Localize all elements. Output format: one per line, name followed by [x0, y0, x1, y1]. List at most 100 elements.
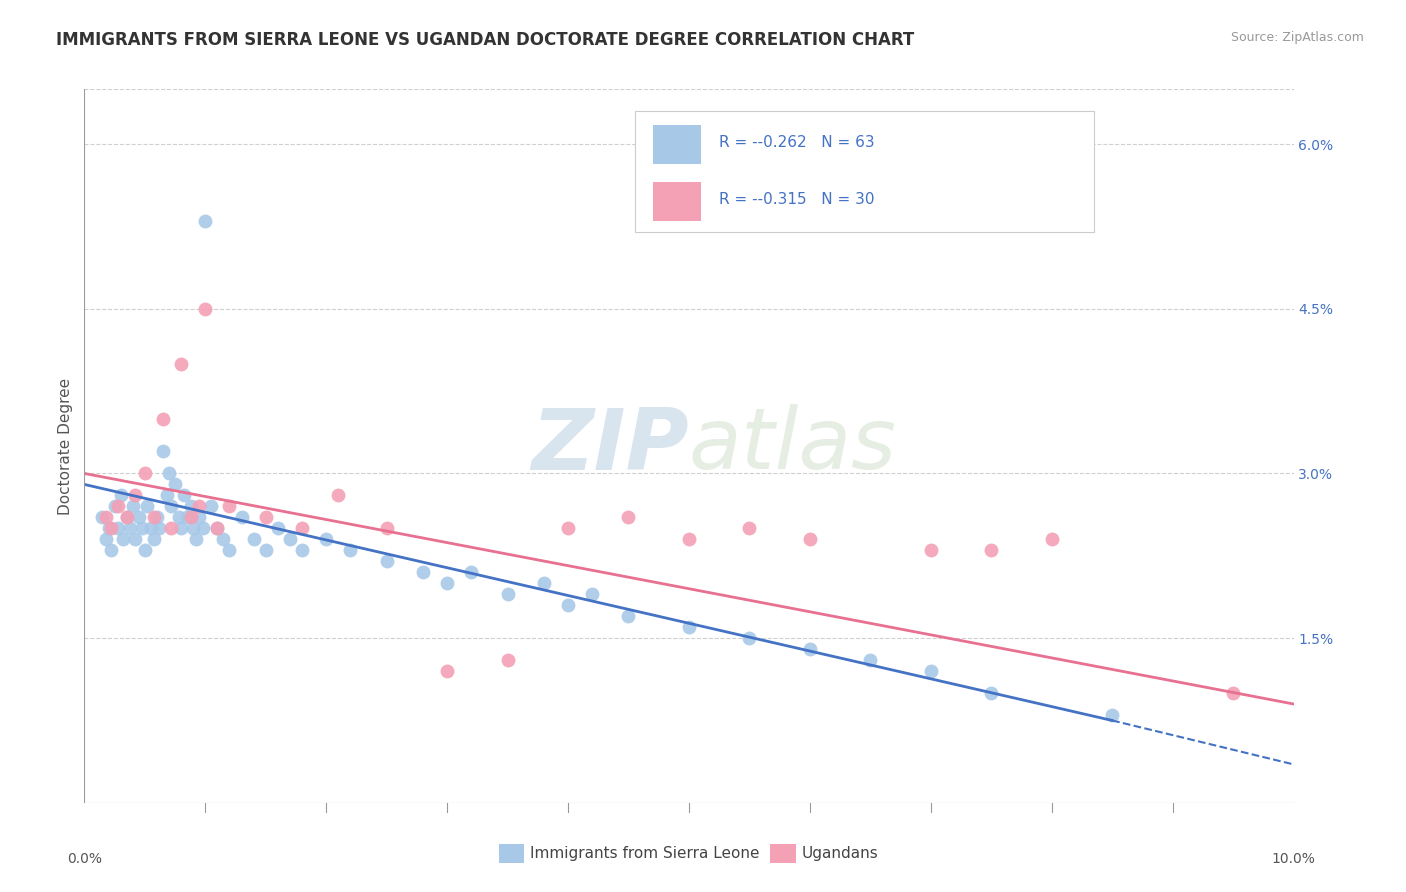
- Point: [146, 510, 169, 524]
- Point: [110, 488, 132, 502]
- Point: [107, 500, 129, 514]
- Point: [200, 500, 222, 514]
- Point: [412, 566, 434, 580]
- Point: [148, 521, 170, 535]
- Point: [176, 510, 198, 524]
- Point: [1040, 533, 1063, 547]
- Point: [180, 510, 202, 524]
- Point: [121, 500, 143, 514]
- Point: [678, 620, 700, 634]
- Y-axis label: Doctorate Degree: Doctorate Degree: [58, 377, 73, 515]
- Point: [94, 510, 117, 524]
- Point: [136, 500, 159, 514]
- Point: [920, 664, 942, 678]
- Point: [496, 587, 519, 601]
- Point: [581, 587, 603, 601]
- Text: 0.0%: 0.0%: [67, 852, 101, 866]
- Point: [375, 554, 398, 568]
- Point: [152, 411, 174, 425]
- Point: [194, 301, 217, 316]
- Text: 10.0%: 10.0%: [1271, 852, 1316, 866]
- Point: [152, 444, 174, 458]
- Point: [128, 510, 150, 524]
- Point: [291, 543, 314, 558]
- Point: [170, 521, 193, 535]
- Point: [231, 510, 253, 524]
- Point: [328, 488, 350, 502]
- Point: [859, 653, 882, 667]
- Text: IMMIGRANTS FROM SIERRA LEONE VS UGANDAN DOCTORATE DEGREE CORRELATION CHART: IMMIGRANTS FROM SIERRA LEONE VS UGANDAN …: [56, 31, 914, 49]
- Point: [738, 631, 761, 645]
- Point: [291, 521, 314, 535]
- Point: [920, 543, 942, 558]
- Point: [242, 533, 264, 547]
- Point: [375, 521, 398, 535]
- Point: [436, 576, 458, 591]
- Point: [139, 521, 162, 535]
- Point: [115, 510, 138, 524]
- Point: [91, 510, 114, 524]
- Point: [165, 477, 187, 491]
- Point: [107, 521, 129, 535]
- Point: [496, 653, 519, 667]
- Point: [980, 543, 1002, 558]
- Point: [267, 521, 290, 535]
- Point: [533, 576, 555, 591]
- Point: [738, 521, 761, 535]
- Bar: [652, 182, 702, 221]
- Text: ZIP: ZIP: [531, 404, 689, 488]
- Point: [617, 510, 640, 524]
- Point: [278, 533, 301, 547]
- Point: [207, 521, 229, 535]
- Point: [557, 598, 579, 612]
- Point: [173, 488, 195, 502]
- Point: [799, 642, 821, 657]
- Text: atlas: atlas: [689, 404, 897, 488]
- Point: [436, 664, 458, 678]
- Point: [799, 533, 821, 547]
- Point: [131, 521, 153, 535]
- Point: [194, 214, 217, 228]
- Bar: [652, 125, 702, 164]
- Point: [212, 533, 235, 547]
- Point: [557, 521, 579, 535]
- Point: [134, 543, 156, 558]
- Text: Source: ZipAtlas.com: Source: ZipAtlas.com: [1230, 31, 1364, 45]
- Text: R = --0.262   N = 63: R = --0.262 N = 63: [720, 136, 875, 150]
- Point: [617, 609, 640, 624]
- Point: [100, 543, 122, 558]
- Point: [100, 521, 122, 535]
- Point: [143, 533, 166, 547]
- Point: [339, 543, 361, 558]
- Point: [112, 533, 135, 547]
- Point: [1101, 708, 1123, 723]
- Point: [460, 566, 482, 580]
- Point: [124, 533, 146, 547]
- Point: [1222, 686, 1244, 700]
- Point: [315, 533, 337, 547]
- Point: [134, 467, 156, 481]
- Point: [218, 500, 240, 514]
- Point: [115, 510, 138, 524]
- Point: [170, 357, 193, 371]
- Point: [218, 543, 240, 558]
- Point: [157, 467, 180, 481]
- Point: [143, 510, 166, 524]
- Point: [155, 488, 177, 502]
- Point: [254, 543, 277, 558]
- Point: [207, 521, 229, 535]
- Point: [191, 521, 214, 535]
- Point: [980, 686, 1002, 700]
- Point: [94, 533, 117, 547]
- Point: [124, 488, 146, 502]
- Point: [160, 500, 183, 514]
- Text: R = --0.315   N = 30: R = --0.315 N = 30: [720, 193, 875, 207]
- FancyBboxPatch shape: [634, 111, 1094, 232]
- Point: [184, 533, 207, 547]
- Text: Immigrants from Sierra Leone: Immigrants from Sierra Leone: [530, 847, 759, 861]
- Point: [180, 500, 202, 514]
- Point: [104, 500, 127, 514]
- Text: Ugandans: Ugandans: [801, 847, 879, 861]
- Point: [678, 533, 700, 547]
- Point: [160, 521, 183, 535]
